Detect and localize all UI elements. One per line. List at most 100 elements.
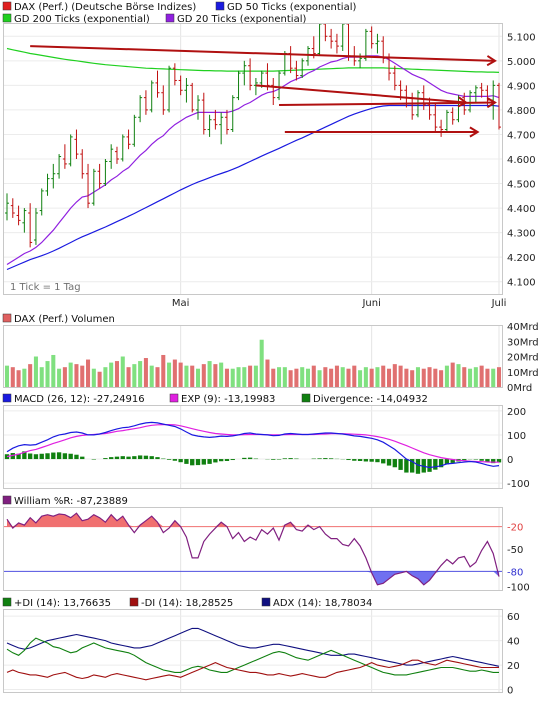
volume-y-tick-label: 0Mrd [507,383,532,394]
divergence-bar [230,459,235,461]
volume-bar [415,367,420,387]
volume-bar [392,364,397,387]
trend-arrowhead [469,126,480,138]
volume-bar [201,364,206,387]
price-x-tick-label: Mai [172,298,190,309]
gd20-line [6,55,500,266]
divergence-bar [462,459,467,461]
volume-bar [242,367,247,387]
divergence-bar [39,453,44,460]
minus-di-line [6,659,499,681]
williams-legend: William %R: -87,23889 [2,495,128,507]
volume-bar [33,356,38,387]
price-y-tick-label: 5.100 [507,32,536,43]
williams-y-axis: -20 -50 -80 -100 [507,523,530,594]
legend-swatch [261,597,271,607]
divergence-bar [479,459,484,461]
volume-bar [294,368,299,387]
divergence-bar [4,454,10,460]
volume-bar [155,367,160,387]
williams-series [4,512,502,586]
divergence-bar [109,457,114,460]
legend-swatch [2,13,12,23]
legend-label: Divergence: -14,04932 [313,394,428,405]
volume-y-tick-label: 10Mrd [507,368,539,379]
plus-di-line [6,637,499,676]
legend-swatch [2,1,12,11]
legend-swatch [215,1,225,11]
macd-line [6,421,500,469]
volume-bar [265,359,270,387]
price-legend: DAX (Perf.) (Deutsche Börse Indizes) GD 5… [2,1,356,25]
williams-y-tick-label: -80 [507,567,523,578]
volume-bar [28,364,33,387]
divergence-bar [328,458,334,460]
volume-bar [340,367,345,387]
volume-bar [450,362,455,387]
divergence-bar [195,459,201,466]
legend-label: William %R: -87,23889 [14,496,128,507]
volume-bar [138,361,143,387]
volume-bar [444,365,449,387]
volume-bar [22,368,27,387]
divergence-bar [271,459,276,460]
price-y-tick-label: 4.900 [507,81,536,92]
legend-label: DAX (Perf.) (Deutsche Börse Indizes) [14,2,196,13]
volume-bar [51,354,56,387]
volume-bar [329,368,334,387]
macd-y-tick-label: 0 [507,455,513,466]
williams-line [6,512,500,586]
legend-label: DAX (Perf.) Volumen [14,314,115,325]
macd-y-tick-label: -100 [507,479,530,490]
volume-bar [219,362,224,387]
volume-bar [97,371,102,387]
divergence-bar [404,459,409,473]
volume-bar [207,361,212,387]
volume-y-tick-label: 30Mrd [507,337,539,348]
volume-bar [300,367,305,387]
volume-bar [479,365,484,387]
divergence-bar [143,455,149,460]
price-y-tick-label: 4.600 [507,155,536,166]
divergence-bar [22,451,27,460]
price-x-axis: Mai Juni Juli [172,298,507,309]
volume-bar [381,365,386,387]
divergence-bar [172,459,178,461]
tick-note: 1 Tick = 1 Tag [10,282,81,293]
volume-bar [91,368,96,387]
divergence-bar [369,459,374,462]
divergence-bar [427,459,432,472]
volume-bar [439,370,444,387]
divergence-bar [247,457,253,460]
trend-arrowhead [486,97,497,109]
divergence-bar [56,452,62,460]
divergence-bar [363,459,369,462]
volume-legend: DAX (Perf.) Volumen [2,313,115,325]
adx-line [6,627,500,667]
divergence-bar [62,453,68,460]
volume-bar [74,364,79,387]
legend-label: EXP (9): -13,19983 [181,394,275,405]
divergence-bar [242,457,247,460]
legend-swatch [169,393,179,403]
volume-y-axis: 40Mrd 30Mrd 20Mrd 10Mrd 0Mrd [507,322,539,394]
volume-bar [491,368,496,387]
divergence-bar [398,459,403,470]
volume-bar [149,365,154,387]
volume-bar [62,367,67,387]
volume-bar [68,362,73,387]
macd-y-tick-label: 100 [507,431,526,442]
dmi-y-tick-label: 60 [507,612,520,623]
volume-bar [311,365,316,387]
williams-y-tick-label: -100 [507,582,530,593]
divergence-bar [282,458,288,460]
dmi-y-tick-label: 40 [507,637,520,648]
volume-bar [161,354,166,387]
macd-series [4,421,502,474]
divergence-bar [392,459,397,468]
volume-bar [462,367,467,387]
dmi-panel-frame [3,609,503,693]
price-y-tick-label: 5.000 [507,57,536,68]
dmi-legend: +DI (14): 13,76635 -DI (14): 18,28525 ADX … [2,597,372,609]
